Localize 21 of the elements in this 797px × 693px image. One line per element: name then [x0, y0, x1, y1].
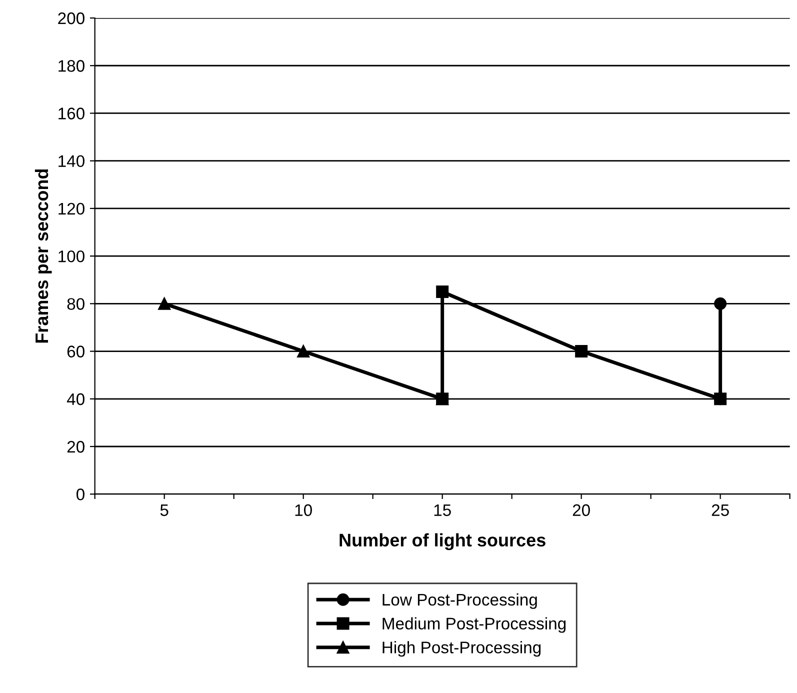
y-tick-label: 160	[58, 108, 84, 120]
x-axis-title: Number of light sources	[340, 533, 546, 550]
x-tick-label: 25	[712, 504, 729, 516]
y-tick-label: 0	[76, 488, 84, 500]
y-tick-label: 200	[58, 12, 84, 24]
y-tick-label: 120	[58, 202, 84, 215]
y-tick-label: 100	[58, 250, 84, 262]
y-tick-label: 40	[66, 393, 84, 406]
y-tick-label: 20	[67, 440, 84, 453]
legend-label: Medium Post-Processing	[382, 617, 566, 633]
y-axis-title: Frames per seccond	[34, 169, 52, 343]
y-tick-label: 140	[58, 155, 84, 168]
x-tick-label: 10	[295, 504, 312, 516]
y-tick-label: 80	[67, 298, 84, 310]
legend-label: Low Post-Processing	[382, 593, 537, 609]
y-tick-label: 180	[58, 60, 84, 72]
legend-label: High Post-Processing	[382, 641, 541, 657]
x-tick-label: 15	[434, 504, 451, 516]
x-tick-label: 5	[160, 504, 168, 516]
x-tick-label: 20	[572, 504, 590, 516]
y-tick-label: 60	[67, 346, 84, 358]
